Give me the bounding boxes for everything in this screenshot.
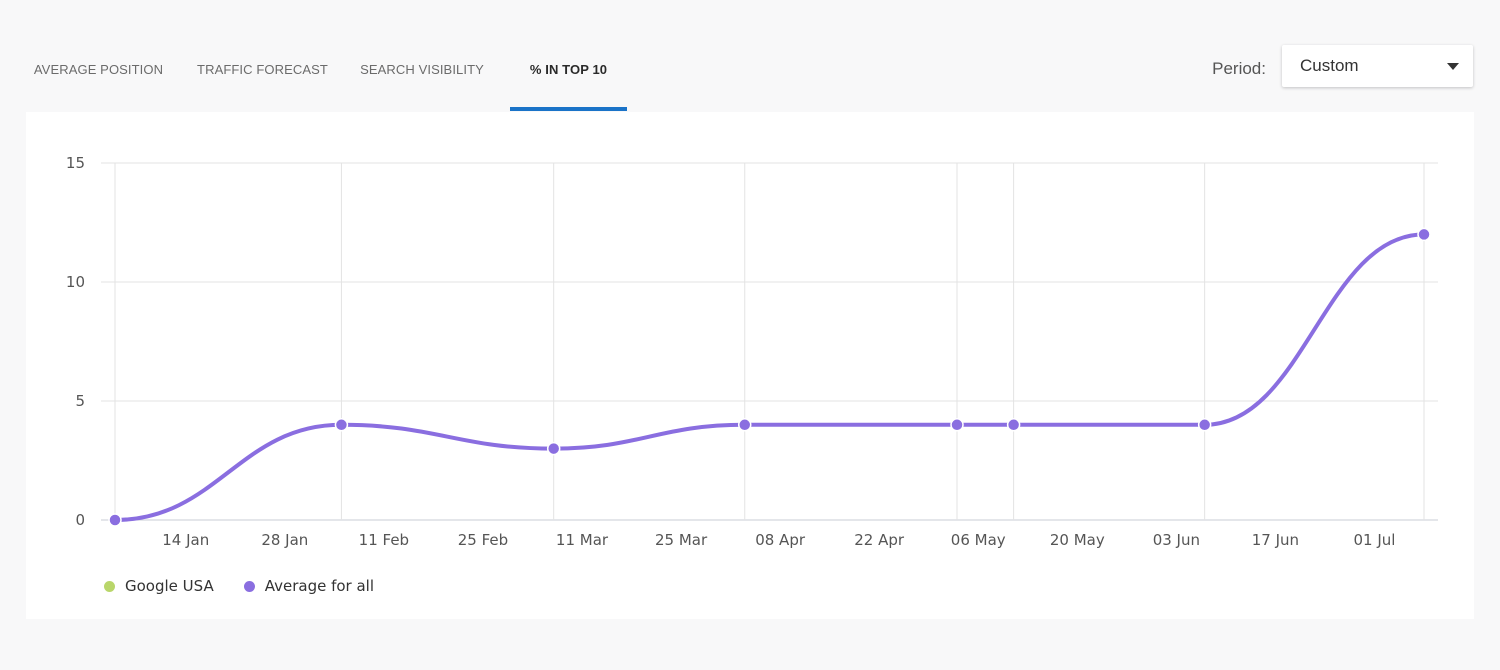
caret-down-icon: [1447, 63, 1459, 70]
legend-marker-average-for-all: [243, 580, 255, 592]
tab-average-position[interactable]: AVERAGE POSITION: [33, 61, 164, 77]
chart-panel: [26, 112, 1474, 619]
tab-traffic-forecast[interactable]: TRAFFIC FORECAST: [197, 61, 328, 77]
x-tick-label: 08 Apr: [755, 531, 806, 549]
x-tick-label: 25 Mar: [655, 531, 708, 549]
chart-series: [108, 227, 1431, 527]
data-point-average-for-all: [546, 441, 561, 456]
y-tick-label: 10: [66, 273, 85, 291]
y-tick-label: 15: [66, 154, 85, 172]
legend-label-average-for-all: Average for all: [264, 577, 375, 595]
data-point-average-for-all: [950, 418, 964, 432]
x-tick-label: 17 Jun: [1252, 531, 1299, 549]
period-select-value: Custom: [1300, 56, 1359, 75]
y-tick-label: 0: [75, 511, 85, 529]
tab-search-visibility[interactable]: SEARCH VISIBILITY: [360, 61, 484, 77]
legend-item-average-for-all[interactable]: Average for all: [243, 577, 375, 595]
x-tick-label: 20 May: [1050, 531, 1105, 549]
legend-marker-google-usa: [104, 580, 115, 592]
data-point-average-for-all: [108, 513, 122, 527]
x-tick-label: 28 Jan: [261, 531, 308, 549]
x-tick-label: 11 Mar: [556, 531, 609, 549]
legend-label-google-usa: Google USA: [125, 577, 214, 595]
x-tick-label: 03 Jun: [1153, 531, 1200, 549]
period-label: Period:: [1212, 59, 1266, 78]
x-tick-label: 14 Jan: [162, 531, 209, 549]
period-select[interactable]: Custom: [1282, 45, 1473, 87]
chart-toolbar: AVERAGE POSITION TRAFFIC FORECAST SEARCH…: [26, 26, 1474, 112]
x-tick-label: 25 Feb: [458, 531, 508, 549]
active-tab-indicator: [510, 107, 627, 111]
x-tick-label: 22 Apr: [854, 531, 905, 549]
x-tick-label: 11 Feb: [359, 531, 409, 549]
x-tick-label: 06 May: [951, 531, 1006, 549]
chart-grid: [101, 162, 1438, 521]
legend-item-google-usa[interactable]: Google USA: [104, 577, 214, 595]
series-line-average-for-all: [113, 232, 1426, 522]
y-tick-label: 5: [75, 392, 85, 410]
data-point-average-for-all: [334, 418, 349, 432]
x-tick-label: 01 Jul: [1353, 531, 1395, 549]
data-point-average-for-all: [1197, 418, 1212, 432]
data-point-average-for-all: [737, 418, 752, 432]
data-point-average-for-all: [1417, 227, 1431, 242]
chart-legend: Google USA Average for all: [104, 574, 374, 598]
data-point-average-for-all: [1006, 418, 1021, 432]
chart-axes: 0 5 10 15 14 Jan 28 Jan 11 Feb 25 Feb 11 Mar 25 M…: [66, 154, 1396, 549]
tab-percent-in-top-10[interactable]: % IN TOP 10: [529, 61, 608, 77]
